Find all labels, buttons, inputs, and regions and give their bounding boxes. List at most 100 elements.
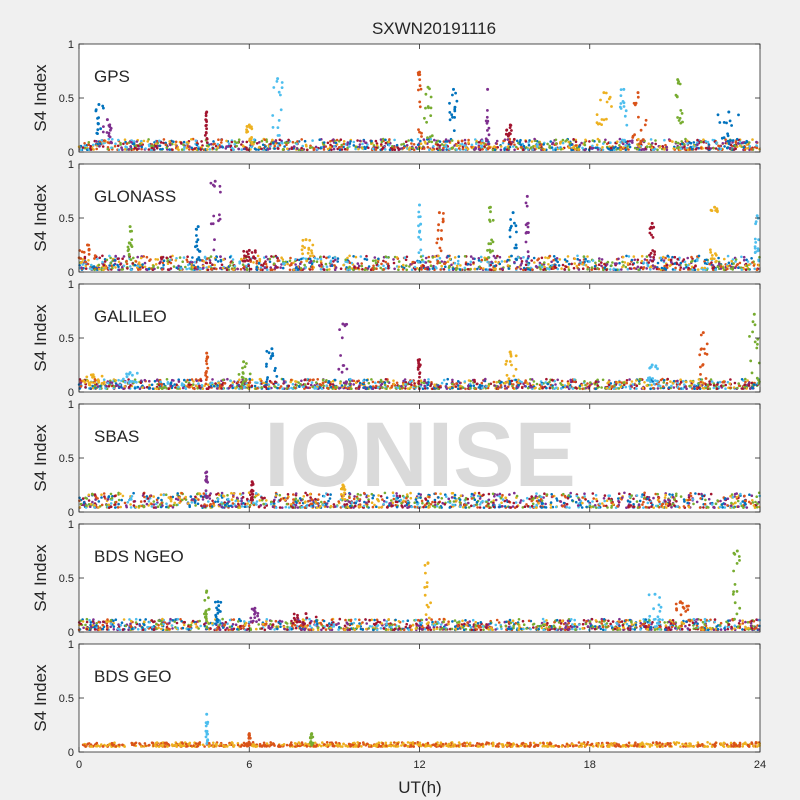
data-point — [206, 268, 210, 272]
data-point — [662, 378, 666, 382]
data-point — [162, 386, 165, 389]
spike-peak-point — [437, 211, 441, 215]
data-point — [113, 144, 117, 148]
data-point — [414, 498, 418, 501]
data-point — [663, 138, 666, 142]
data-point — [667, 386, 671, 389]
spike-point — [751, 330, 754, 334]
data-point — [498, 262, 502, 266]
data-point — [746, 260, 750, 263]
spike-point — [454, 91, 457, 95]
data-point — [734, 147, 737, 151]
data-point — [107, 385, 111, 388]
data-point — [438, 261, 442, 265]
data-point — [365, 258, 369, 261]
data-point — [264, 255, 268, 258]
data-point — [232, 268, 235, 272]
spike-point — [704, 377, 708, 380]
panel-background-gps — [79, 44, 760, 152]
spike-point — [709, 251, 713, 254]
spike-peak-point — [213, 179, 217, 183]
spike-point — [705, 342, 709, 346]
data-point — [290, 147, 294, 150]
data-point — [271, 138, 274, 142]
data-point — [497, 380, 501, 384]
data-point — [387, 264, 390, 268]
data-point — [578, 387, 582, 390]
data-point — [324, 262, 328, 266]
spike-point — [754, 220, 758, 224]
data-point — [421, 387, 425, 391]
data-point — [506, 138, 510, 141]
spike-point — [487, 256, 490, 259]
spike-point — [204, 131, 208, 134]
data-point — [214, 258, 218, 261]
data-point — [381, 386, 384, 389]
spike-point — [680, 112, 684, 115]
spike-point — [714, 253, 718, 257]
spike-point — [699, 380, 703, 384]
data-point — [119, 141, 122, 145]
spike-point — [676, 116, 679, 119]
data-point — [192, 380, 195, 383]
data-point — [371, 259, 375, 263]
data-point — [596, 267, 599, 270]
data-point — [672, 386, 676, 389]
data-point — [100, 139, 103, 142]
data-point — [624, 148, 628, 152]
data-point — [181, 386, 185, 390]
spike-point — [510, 129, 513, 132]
data-point — [98, 256, 101, 260]
data-point — [618, 137, 622, 141]
spike-point — [514, 224, 518, 228]
data-point — [642, 500, 645, 504]
data-point — [325, 265, 329, 269]
data-point — [255, 262, 258, 265]
data-point — [220, 387, 223, 390]
data-point — [147, 387, 151, 390]
data-point — [405, 144, 409, 147]
data-point — [122, 142, 125, 146]
data-point — [349, 382, 352, 386]
spike-point — [417, 210, 421, 214]
data-point — [374, 259, 377, 262]
spike-point — [280, 81, 284, 84]
data-point — [384, 255, 388, 258]
data-point — [475, 267, 479, 271]
data-point — [371, 266, 374, 270]
data-point — [318, 138, 322, 141]
data-point — [524, 140, 528, 143]
data-point — [221, 146, 225, 149]
data-point — [392, 382, 396, 386]
data-point — [352, 254, 355, 258]
data-point — [711, 264, 715, 267]
data-point — [183, 378, 186, 382]
spike-point — [245, 130, 249, 134]
spike-point — [418, 375, 421, 379]
data-point — [266, 268, 269, 272]
data-point — [688, 384, 691, 388]
data-point — [116, 144, 120, 148]
data-point — [196, 502, 200, 506]
data-point — [438, 148, 442, 152]
spike-point — [507, 140, 511, 144]
data-point — [635, 379, 638, 382]
data-point — [531, 268, 534, 271]
data-point — [472, 261, 475, 264]
data-point — [410, 268, 414, 272]
data-point — [237, 147, 240, 151]
data-point — [457, 255, 461, 258]
data-point — [109, 381, 112, 384]
data-point — [719, 265, 723, 268]
spike-point — [307, 248, 311, 251]
data-point — [211, 378, 214, 381]
spike-point — [277, 119, 281, 122]
data-point — [565, 502, 569, 506]
data-point — [140, 139, 143, 143]
data-point — [410, 379, 414, 383]
data-point — [232, 148, 235, 151]
data-point — [148, 383, 151, 387]
data-point — [338, 146, 341, 149]
data-point — [358, 139, 362, 143]
spike-point — [699, 348, 703, 351]
